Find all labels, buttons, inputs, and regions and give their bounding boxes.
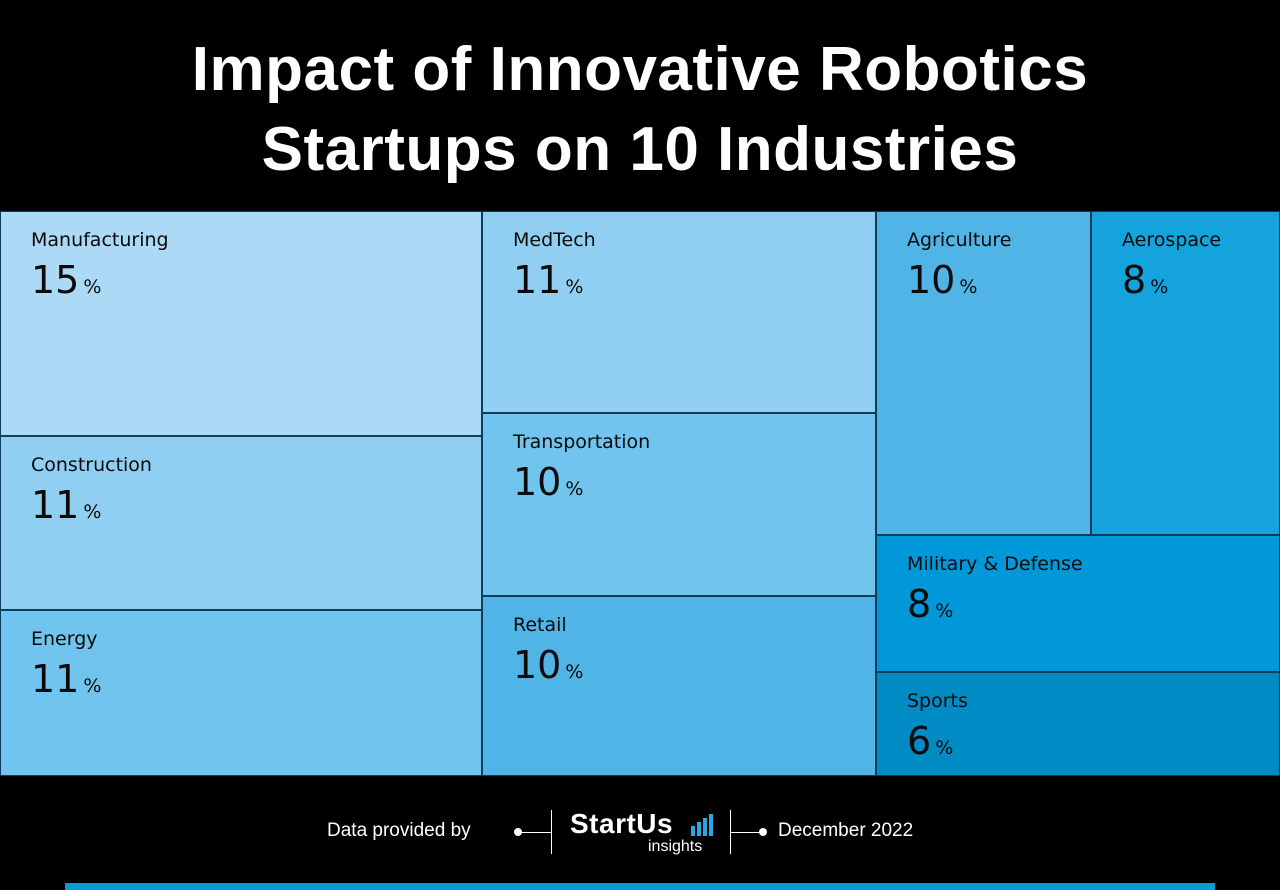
tile-energy: Energy 11% (0, 610, 482, 776)
footer: Data provided by StartUs insights Decemb… (0, 806, 1280, 858)
tile-label-retail: Retail (513, 614, 567, 636)
tile-value-aerospace: 8% (1122, 256, 1168, 311)
tile-value-retail: 10% (513, 641, 583, 696)
tile-value-energy: 11% (31, 655, 101, 710)
tile-value-number: 11 (513, 258, 562, 302)
tile-label-medtech: MedTech (513, 229, 596, 251)
tile-construction: Construction 11% (0, 436, 482, 610)
tile-value-agriculture: 10% (907, 256, 977, 311)
tile-manufacturing: Manufacturing 15% (0, 211, 482, 436)
connector-line-right (731, 832, 762, 833)
tile-value-unit: % (1150, 276, 1169, 298)
tile-value-unit: % (565, 478, 584, 500)
tile-value-construction: 11% (31, 481, 101, 536)
tile-aerospace: Aerospace 8% (1091, 211, 1280, 535)
tile-label-energy: Energy (31, 628, 98, 650)
accent-bottom-bar (65, 883, 1215, 890)
tile-value-number: 8 (907, 582, 932, 626)
divider-left (551, 810, 552, 854)
connector-dot-right (759, 828, 767, 836)
tile-value-number: 8 (1122, 258, 1147, 302)
tile-value-transportation: 10% (513, 458, 583, 513)
tile-value-manufacturing: 15% (31, 256, 101, 311)
tile-value-unit: % (83, 276, 102, 298)
tile-medtech: MedTech 11% (482, 211, 876, 413)
chart-title-line-2: Startups on 10 Industries (261, 115, 1019, 184)
tile-label-aerospace: Aerospace (1122, 229, 1222, 251)
tile-value-number: 15 (31, 258, 80, 302)
tile-label-military-and-defense: Military & Defense (907, 553, 1083, 575)
tile-value-number: 10 (513, 460, 562, 504)
chart-title-line-1: Impact of Innovative Robotics (191, 35, 1089, 104)
tile-value-unit: % (935, 600, 954, 622)
tile-value-number: 11 (31, 483, 80, 527)
date-text: December 2022 (778, 820, 914, 841)
tile-label-sports: Sports (907, 690, 968, 712)
tile-sports: Sports 6% (876, 672, 1280, 776)
connector-dot-left (514, 828, 522, 836)
tile-value-unit: % (565, 661, 584, 683)
divider-right (730, 810, 731, 854)
tile-label-manufacturing: Manufacturing (31, 229, 169, 251)
tile-value-number: 11 (31, 657, 80, 701)
tile-value-number: 6 (907, 719, 932, 763)
treemap: Manufacturing 15% Construction 11% Energy 11%… (0, 211, 1280, 776)
tile-label-transportation: Transportation (513, 431, 651, 453)
logo-brand-text: StartUs (570, 808, 674, 839)
tile-transportation: Transportation 10% (482, 413, 876, 596)
data-provided-by-text: Data provided by (327, 820, 471, 841)
connector-line-left (520, 832, 551, 833)
tile-value-unit: % (959, 276, 978, 298)
chart-title: Impact of Innovative Robotics Startups o… (0, 30, 1280, 190)
tile-value-unit: % (83, 675, 102, 697)
tile-value-unit: % (565, 276, 584, 298)
tile-value-unit: % (83, 501, 102, 523)
bar-chart-icon (691, 814, 713, 836)
tile-retail: Retail 10% (482, 596, 876, 776)
tile-agriculture: Agriculture 10% (876, 211, 1091, 535)
tile-value-military-and-defense: 8% (907, 580, 953, 635)
tile-value-number: 10 (513, 643, 562, 687)
tile-label-agriculture: Agriculture (907, 229, 1012, 251)
tile-value-medtech: 11% (513, 256, 583, 311)
tile-value-sports: 6% (907, 717, 953, 772)
tile-value-number: 10 (907, 258, 956, 302)
tile-value-unit: % (935, 737, 954, 759)
startus-insights-logo: StartUs insights (570, 808, 720, 858)
tile-military-and-defense: Military & Defense 8% (876, 535, 1280, 672)
tile-label-construction: Construction (31, 454, 152, 476)
logo-sub-text: insights (648, 838, 703, 855)
